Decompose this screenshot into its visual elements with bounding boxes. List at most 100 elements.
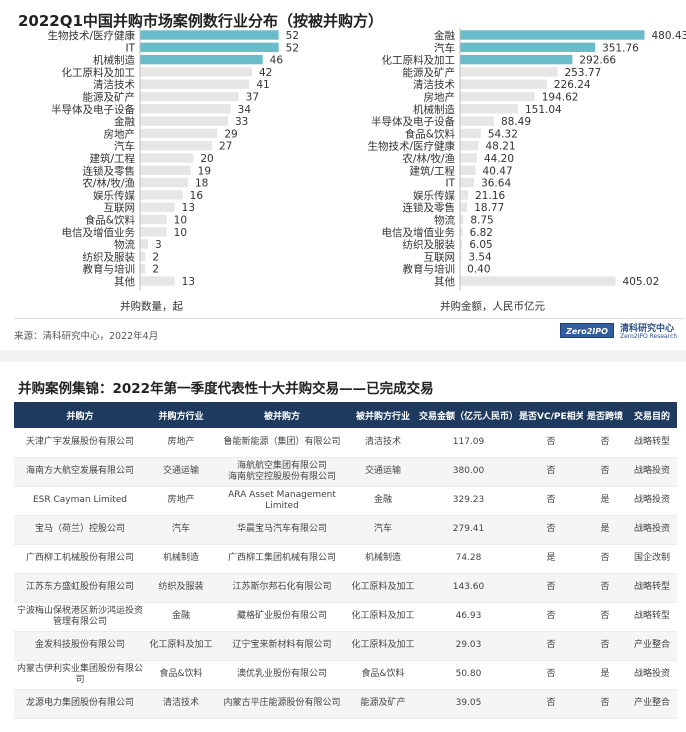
- amount-bar: [460, 214, 464, 225]
- amount-value-label: 351.76: [602, 42, 639, 54]
- count-category-label: 教育与培训: [83, 263, 136, 276]
- table-cell: 机械制造: [348, 544, 418, 574]
- amount-category-label: 纺织及服装: [403, 238, 456, 251]
- table-cell: 战略投资: [627, 457, 677, 487]
- count-category-label: 互联网: [104, 202, 136, 214]
- count-bar: [140, 42, 279, 52]
- count-bar: [140, 54, 263, 65]
- table-row: 海南方大航空发展有限公司 交通运输 海航航空集团有限公司 海南航空控股股份有限公司 交通…: [14, 457, 677, 487]
- amount-value-label: 88.49: [501, 116, 531, 128]
- amount-bar: [460, 79, 547, 89]
- amount-category-label: IT: [445, 178, 455, 190]
- table-cell: 战略投资: [627, 660, 677, 690]
- table-cell: 是: [583, 660, 627, 690]
- amount-category-label: 生物技术/医疗健康: [367, 140, 455, 153]
- logo-mark: Zero2IPO: [560, 323, 614, 338]
- table-cell: 房地产: [146, 486, 216, 516]
- table-cell: 产业整合: [627, 631, 677, 661]
- table-cell: 29.03: [418, 631, 519, 661]
- count-value-label: 2: [152, 251, 159, 263]
- table-row: 内蒙古伊利实业集团股份有限公司 食品&饮料 澳优乳业股份有限公司 食品&饮料 50.80…: [14, 660, 677, 690]
- table-cell: ARA Asset Management Limited: [216, 486, 348, 516]
- count-category-label: 连锁及零售: [83, 164, 136, 177]
- table-cell: 纺织及服装: [146, 573, 216, 603]
- count-value-label: 33: [235, 116, 248, 128]
- deal-amount-chart: 金融 480.43 汽车 351.76 化工原料及加工 292.66 能源及矿产 253.77…: [367, 28, 686, 312]
- table-cell: 否: [519, 428, 583, 458]
- table-cell: 否: [583, 544, 627, 574]
- table-cell: 汽车: [348, 515, 418, 545]
- table-cell: 江苏斯尔邦石化有限公司: [216, 573, 348, 603]
- table-cell: 交通运输: [348, 457, 418, 487]
- table-cell: 交通运输: [146, 457, 216, 487]
- amount-bar: [460, 251, 462, 262]
- amount-bar: [460, 227, 463, 237]
- table-cell: 化工原料及加工: [146, 631, 216, 661]
- table-cell: 战略投资: [627, 515, 677, 545]
- table-cell: 食品&饮料: [348, 660, 418, 690]
- table-cell: 能源及矿产: [348, 689, 418, 719]
- column-header: 是否跨境: [583, 402, 627, 428]
- count-value-label: 16: [190, 190, 204, 202]
- table-row: 广西柳工机械股份有限公司 机械制造 广西柳工集团机械有限公司 机械制造 74.28 是否国…: [14, 544, 677, 574]
- table-cell: 天津广宇发展股份有限公司: [14, 428, 146, 458]
- amount-bar: [460, 54, 573, 65]
- amount-value-label: 480.43: [651, 30, 686, 42]
- count-value-label: 13: [182, 276, 195, 288]
- amount-category-label: 互联网: [424, 251, 456, 263]
- count-value-label: 29: [224, 128, 237, 140]
- count-bar: [140, 251, 146, 262]
- count-bar: [140, 227, 167, 237]
- table-cell: 广西柳工集团机械有限公司: [216, 544, 348, 574]
- table-cell: 海南方大航空发展有限公司: [14, 457, 146, 487]
- zero2ipo-logo: Zero2IPO 清科研究中心 Zero2IPO Research: [560, 320, 684, 344]
- table-cell: 战略投资: [627, 486, 677, 516]
- table-cell: 金发科技股份有限公司: [14, 631, 146, 661]
- count-category-label: 电信及增值业务: [62, 226, 136, 239]
- count-bar: [140, 153, 194, 163]
- table-cell: 否: [583, 631, 627, 661]
- chart-title: 2022Q1中国并购市场案例数行业分布（按被并购方）: [18, 12, 383, 30]
- count-category-label: 化工原料及加工: [62, 66, 136, 79]
- section-gap: [0, 350, 686, 362]
- amount-category-label: 农/林/牧/渔: [402, 152, 455, 165]
- amount-bar: [460, 276, 616, 286]
- table-cell: 宁波梅山保税港区新沙鸿运投资管理有限公司: [14, 602, 146, 632]
- amount-value-label: 21.16: [475, 190, 505, 202]
- table-cell: 汽车: [146, 515, 216, 545]
- table-cell: 海航航空集团有限公司 海南航空控股股份有限公司: [216, 457, 348, 487]
- table-cell: 化工原料及加工: [348, 631, 418, 661]
- count-category-label: 农/林/牧/渔: [82, 177, 135, 190]
- count-category-label: 建筑/工程: [89, 152, 135, 165]
- count-bar: [140, 214, 167, 225]
- amount-bar: [460, 116, 494, 126]
- count-bar: [140, 276, 175, 286]
- table-cell: 广西柳工机械股份有限公司: [14, 544, 146, 574]
- column-header: 被并购方行业: [348, 402, 418, 428]
- table-cell: 内蒙古伊利实业集团股份有限公司: [14, 660, 146, 690]
- table-cell: 国企改制: [627, 544, 677, 574]
- count-value-label: 46: [270, 55, 284, 67]
- table-cell: 化工原料及加工: [348, 573, 418, 603]
- table-row: ESR Cayman Limited 房地产 ARA Asset Managemen…: [14, 486, 677, 516]
- amount-value-label: 405.02: [623, 276, 660, 288]
- table-body: 天津广宇发展股份有限公司 房地产 鲁能新能源（集团）有限公司 清洁技术 117.09 否否…: [14, 428, 677, 719]
- amount-bar: [460, 141, 479, 151]
- amount-category-label: 汽车: [434, 41, 455, 54]
- count-category-label: 清洁技术: [93, 78, 135, 91]
- amount-category-label: 金融: [434, 29, 455, 42]
- table-cell: 否: [519, 631, 583, 661]
- amount-value-label: 54.32: [488, 128, 518, 140]
- table-cell: 380.00: [418, 457, 519, 487]
- amount-category-label: 食品&饮料: [405, 127, 456, 140]
- amount-category-label: 连锁及零售: [403, 201, 456, 214]
- amount-bar: [460, 104, 518, 114]
- amount-category-label: 建筑/工程: [409, 164, 455, 177]
- count-value-label: 10: [174, 215, 187, 227]
- count-bar: [140, 177, 188, 188]
- count-category-label: IT: [125, 42, 135, 54]
- count-value-label: 19: [198, 165, 211, 177]
- count-category-label: 纺织及服装: [83, 250, 136, 263]
- count-category-label: 机械制造: [93, 54, 135, 67]
- table-cell: 食品&饮料: [146, 660, 216, 690]
